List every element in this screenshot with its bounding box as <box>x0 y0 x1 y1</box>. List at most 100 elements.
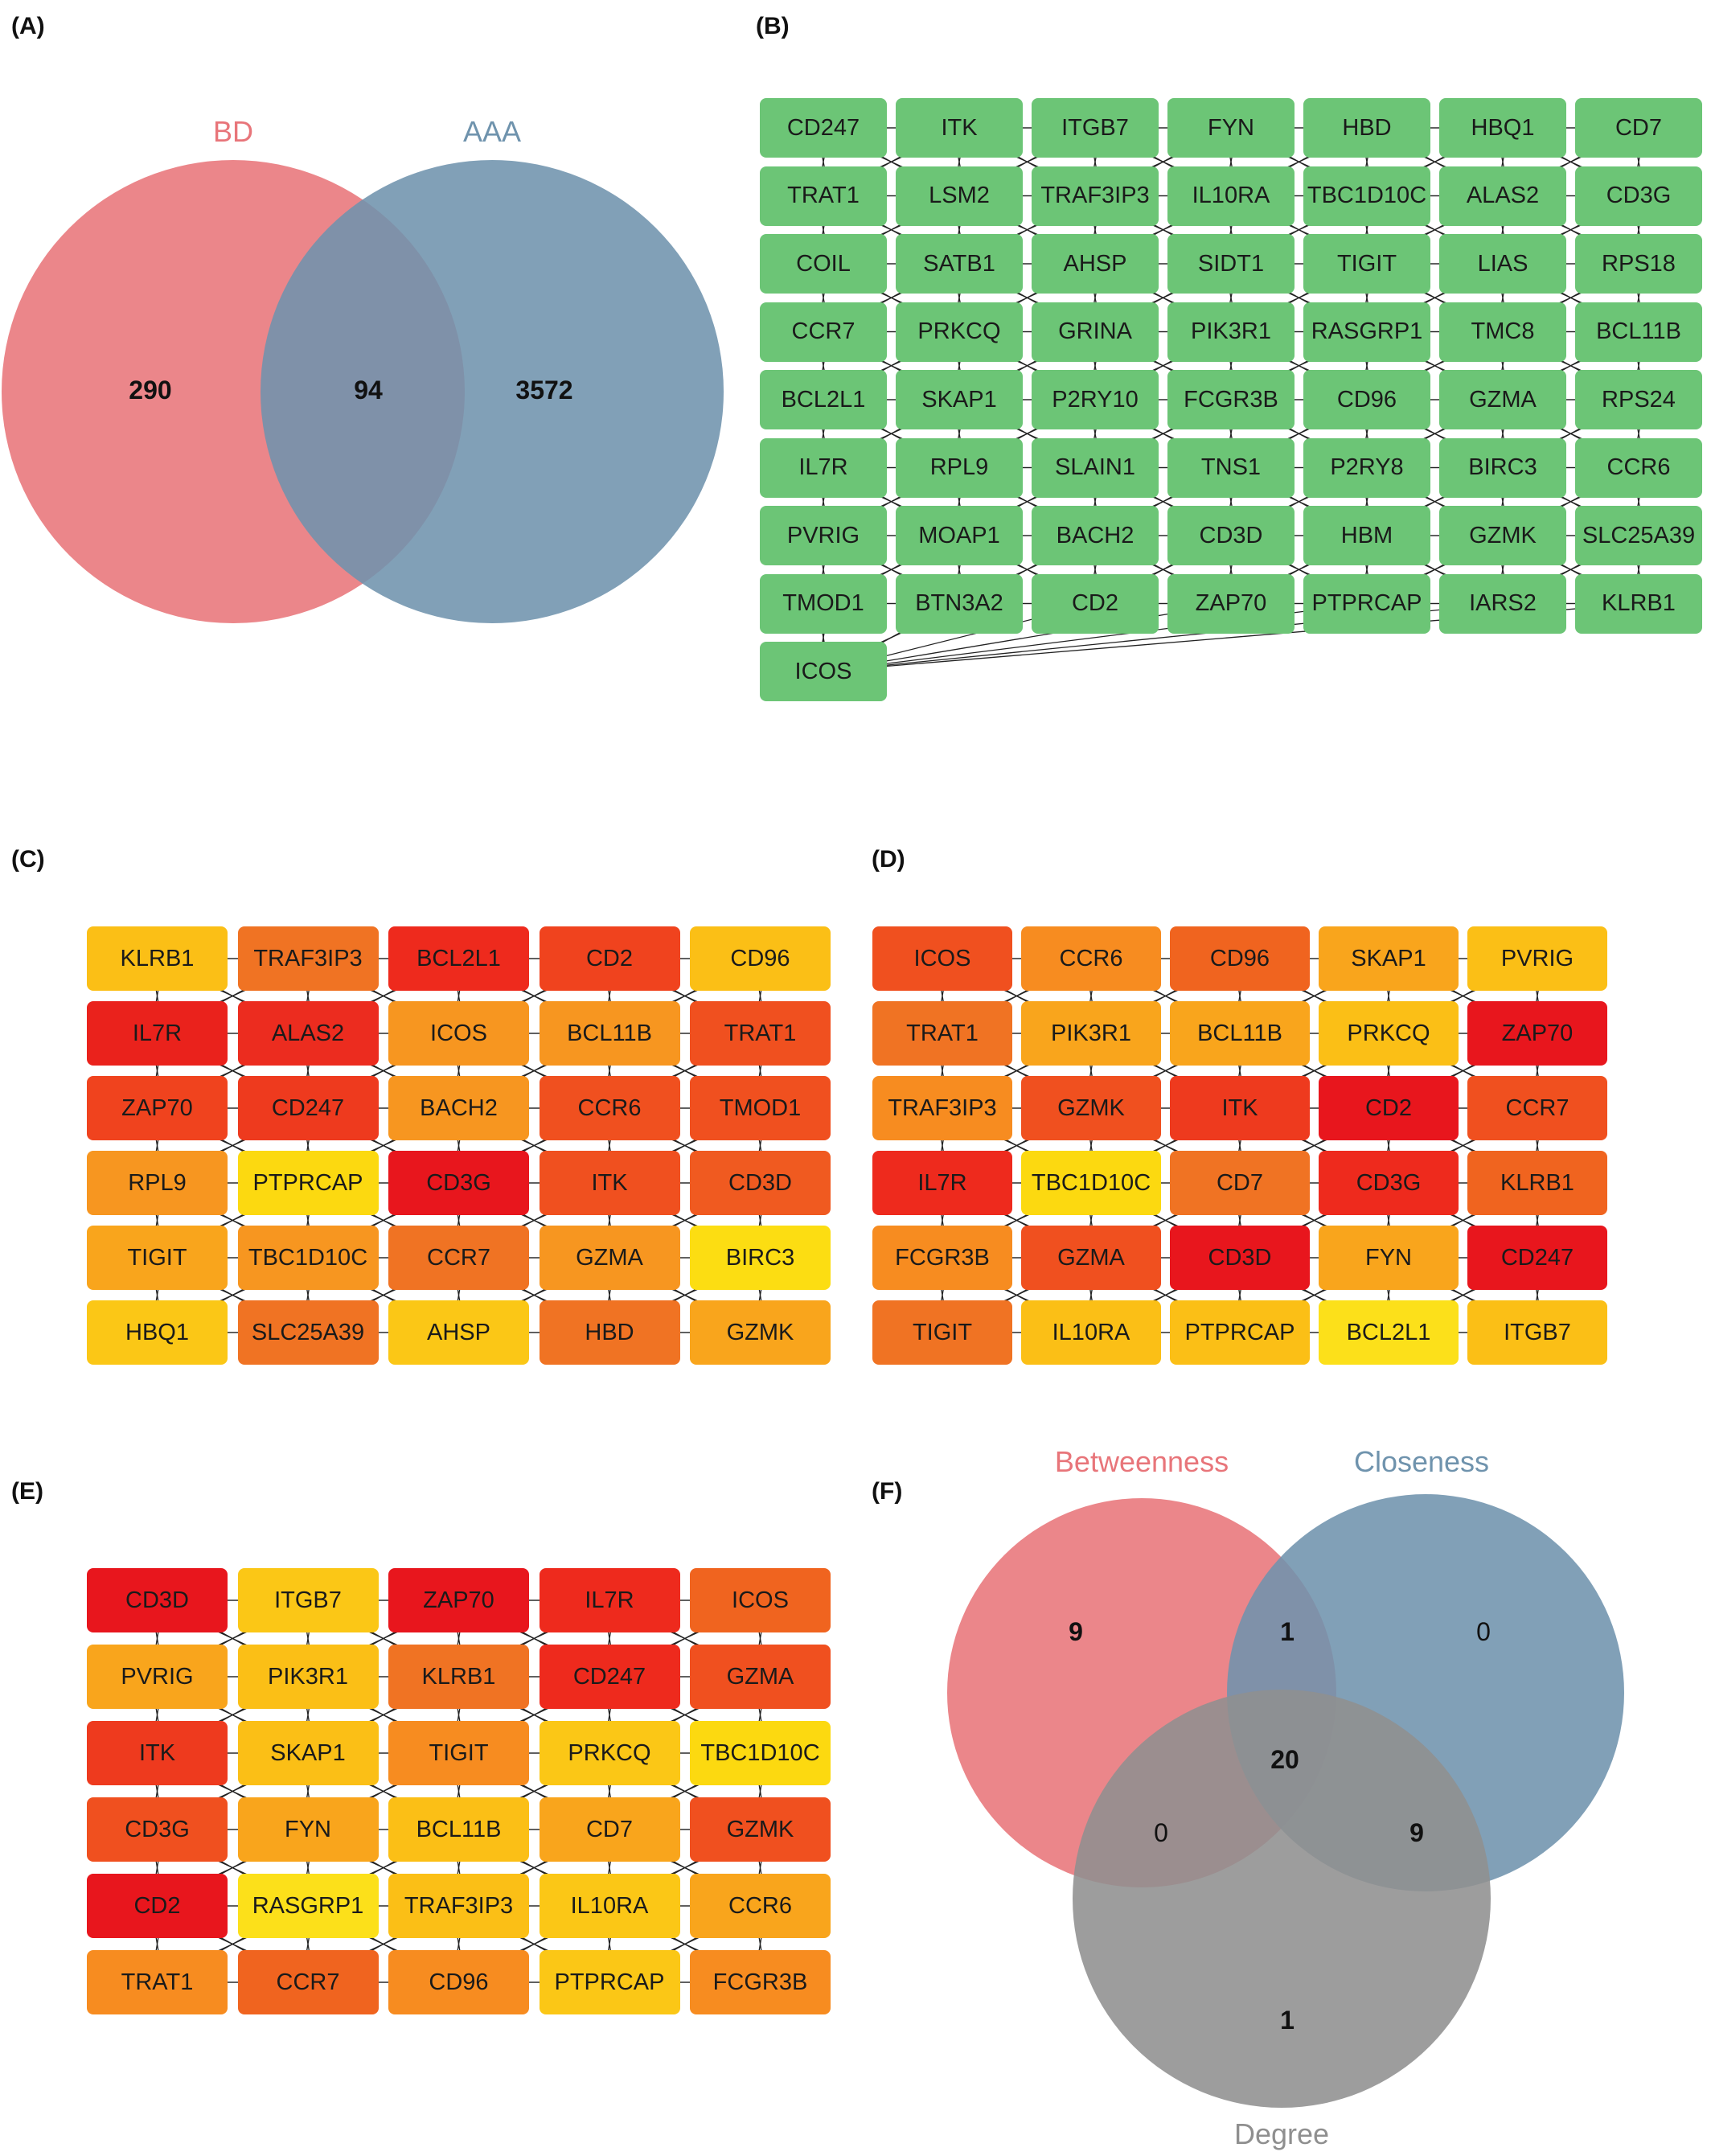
network-node-pvrig[interactable]: PVRIG <box>1467 926 1607 991</box>
network-node-gzma[interactable]: GZMA <box>539 1226 680 1290</box>
network-node-zap70[interactable]: ZAP70 <box>388 1568 529 1632</box>
network-node-tbc1d10c[interactable]: TBC1D10C <box>690 1721 831 1785</box>
network-node-il10ra[interactable]: IL10RA <box>1167 166 1295 226</box>
network-node-sidt1[interactable]: SIDT1 <box>1167 234 1295 294</box>
network-node-traf3ip3[interactable]: TRAF3IP3 <box>388 1874 529 1938</box>
network-node-traf3ip3[interactable]: TRAF3IP3 <box>237 926 379 991</box>
network-node-pik3r1[interactable]: PIK3R1 <box>1167 302 1295 362</box>
network-node-rps24[interactable]: RPS24 <box>1575 370 1702 429</box>
network-node-fcgr3b[interactable]: FCGR3B <box>1167 370 1295 429</box>
network-node-il7r[interactable]: IL7R <box>87 1001 228 1066</box>
network-node-birc3[interactable]: BIRC3 <box>690 1226 831 1290</box>
network-node-trat1[interactable]: TRAT1 <box>760 166 887 226</box>
network-node-ptprcap[interactable]: PTPRCAP <box>539 1950 680 2014</box>
network-node-cd3g[interactable]: CD3G <box>1575 166 1702 226</box>
network-node-slc25a39[interactable]: SLC25A39 <box>1575 506 1702 565</box>
network-node-hbq1[interactable]: HBQ1 <box>1439 98 1566 158</box>
network-node-tns1[interactable]: TNS1 <box>1167 437 1295 498</box>
network-node-alas2[interactable]: ALAS2 <box>1439 166 1566 226</box>
network-node-ptprcap[interactable]: PTPRCAP <box>237 1151 379 1215</box>
network-node-gzma[interactable]: GZMA <box>1021 1226 1161 1290</box>
network-node-pik3r1[interactable]: PIK3R1 <box>1021 1001 1161 1066</box>
network-node-rpl9[interactable]: RPL9 <box>87 1151 228 1215</box>
network-node-bcl2l1[interactable]: BCL2L1 <box>760 370 887 429</box>
network-node-itk[interactable]: ITK <box>896 98 1023 158</box>
network-node-gzmk[interactable]: GZMK <box>690 1797 831 1862</box>
network-node-cd2[interactable]: CD2 <box>1032 573 1159 634</box>
network-node-slc25a39[interactable]: SLC25A39 <box>237 1300 379 1365</box>
network-node-hbm[interactable]: HBM <box>1303 506 1430 565</box>
network-node-icos[interactable]: ICOS <box>872 926 1012 991</box>
network-node-cd3d[interactable]: CD3D <box>1170 1226 1310 1290</box>
network-node-zap70[interactable]: ZAP70 <box>87 1076 228 1140</box>
network-node-trat1[interactable]: TRAT1 <box>690 1001 831 1066</box>
network-node-tmod1[interactable]: TMOD1 <box>760 573 887 634</box>
network-node-btn3a2[interactable]: BTN3A2 <box>896 573 1023 634</box>
network-node-cd7[interactable]: CD7 <box>1575 98 1702 158</box>
network-node-bach2[interactable]: BACH2 <box>388 1076 529 1140</box>
network-node-rasgrp1[interactable]: RASGRP1 <box>237 1874 379 1938</box>
network-node-klrb1[interactable]: KLRB1 <box>1467 1151 1607 1215</box>
network-node-skap1[interactable]: SKAP1 <box>896 370 1023 429</box>
network-node-cd96[interactable]: CD96 <box>1303 370 1430 429</box>
network-node-il7r[interactable]: IL7R <box>760 437 887 498</box>
network-node-grina[interactable]: GRINA <box>1032 302 1159 362</box>
network-node-cd2[interactable]: CD2 <box>87 1874 228 1938</box>
network-node-alas2[interactable]: ALAS2 <box>237 1001 379 1066</box>
network-node-fyn[interactable]: FYN <box>237 1797 379 1862</box>
network-node-pvrig[interactable]: PVRIG <box>760 506 887 565</box>
network-node-ptprcap[interactable]: PTPRCAP <box>1303 573 1430 634</box>
network-node-gzmk[interactable]: GZMK <box>1439 506 1566 565</box>
network-node-ccr7[interactable]: CCR7 <box>388 1226 529 1290</box>
network-node-il10ra[interactable]: IL10RA <box>1021 1300 1161 1365</box>
network-node-traf3ip3[interactable]: TRAF3IP3 <box>1032 166 1159 226</box>
network-node-ccr7[interactable]: CCR7 <box>1467 1076 1607 1140</box>
network-node-satb1[interactable]: SATB1 <box>896 234 1023 294</box>
network-node-cd96[interactable]: CD96 <box>690 926 831 991</box>
network-node-ccr6[interactable]: CCR6 <box>690 1874 831 1938</box>
network-node-bcl11b[interactable]: BCL11B <box>1170 1001 1310 1066</box>
network-node-trat1[interactable]: TRAT1 <box>872 1001 1012 1066</box>
network-node-cd247[interactable]: CD247 <box>1467 1226 1607 1290</box>
network-node-birc3[interactable]: BIRC3 <box>1439 437 1566 498</box>
network-node-fyn[interactable]: FYN <box>1167 98 1295 158</box>
network-node-ccr6[interactable]: CCR6 <box>1575 437 1702 498</box>
network-node-bcl11b[interactable]: BCL11B <box>539 1001 680 1066</box>
network-node-itgb7[interactable]: ITGB7 <box>237 1568 379 1632</box>
network-node-cd247[interactable]: CD247 <box>760 98 887 158</box>
network-node-ptprcap[interactable]: PTPRCAP <box>1170 1300 1310 1365</box>
network-node-gzma[interactable]: GZMA <box>690 1645 831 1709</box>
network-node-fyn[interactable]: FYN <box>1319 1226 1459 1290</box>
network-node-itk[interactable]: ITK <box>87 1721 228 1785</box>
network-node-tbc1d10c[interactable]: TBC1D10C <box>237 1226 379 1290</box>
network-node-coil[interactable]: COIL <box>760 234 887 294</box>
network-node-rasgrp1[interactable]: RASGRP1 <box>1303 302 1430 362</box>
network-node-tmc8[interactable]: TMC8 <box>1439 302 1566 362</box>
network-node-ccr6[interactable]: CCR6 <box>1021 926 1161 991</box>
network-node-fcgr3b[interactable]: FCGR3B <box>690 1950 831 2014</box>
network-node-itk[interactable]: ITK <box>1170 1076 1310 1140</box>
network-node-tbc1d10c[interactable]: TBC1D10C <box>1303 166 1430 226</box>
network-node-bcl11b[interactable]: BCL11B <box>388 1797 529 1862</box>
network-node-skap1[interactable]: SKAP1 <box>1319 926 1459 991</box>
network-node-moap1[interactable]: MOAP1 <box>896 506 1023 565</box>
network-node-trat1[interactable]: TRAT1 <box>87 1950 228 2014</box>
network-node-cd96[interactable]: CD96 <box>388 1950 529 2014</box>
network-node-ccr6[interactable]: CCR6 <box>539 1076 680 1140</box>
network-node-cd3g[interactable]: CD3G <box>1319 1151 1459 1215</box>
network-node-tigit[interactable]: TIGIT <box>388 1721 529 1785</box>
network-node-traf3ip3[interactable]: TRAF3IP3 <box>872 1076 1012 1140</box>
network-node-pvrig[interactable]: PVRIG <box>87 1645 228 1709</box>
network-node-il7r[interactable]: IL7R <box>872 1151 1012 1215</box>
network-node-cd247[interactable]: CD247 <box>237 1076 379 1140</box>
network-node-lias[interactable]: LIAS <box>1439 234 1566 294</box>
network-node-skap1[interactable]: SKAP1 <box>237 1721 379 1785</box>
network-node-rpl9[interactable]: RPL9 <box>896 437 1023 498</box>
network-node-bcl11b[interactable]: BCL11B <box>1575 302 1702 362</box>
network-node-ccr7[interactable]: CCR7 <box>237 1950 379 2014</box>
network-node-hbd[interactable]: HBD <box>1303 98 1430 158</box>
network-node-cd2[interactable]: CD2 <box>1319 1076 1459 1140</box>
network-node-prkcq[interactable]: PRKCQ <box>1319 1001 1459 1066</box>
network-node-cd2[interactable]: CD2 <box>539 926 680 991</box>
network-node-prkcq[interactable]: PRKCQ <box>539 1721 680 1785</box>
